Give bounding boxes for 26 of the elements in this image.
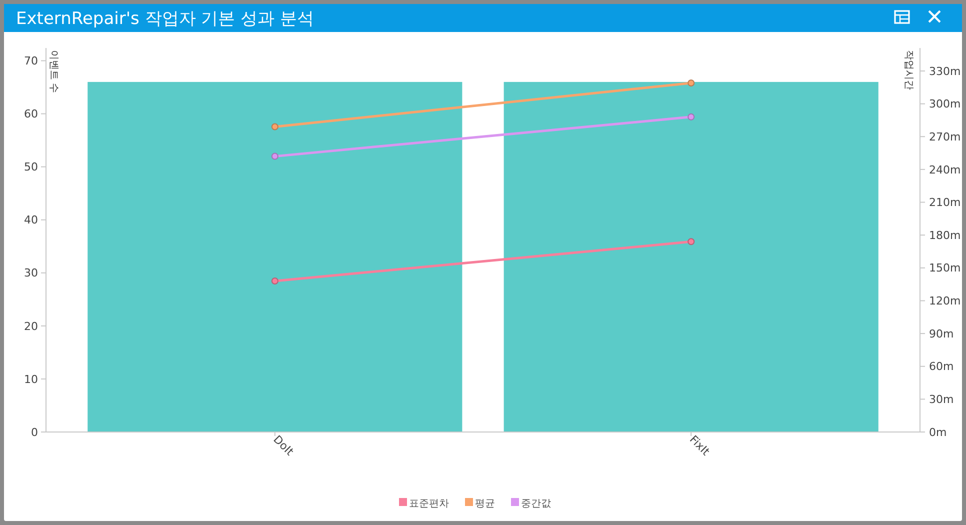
legend-label: 표준편차 (409, 498, 449, 510)
y2-tick-label: 210m (929, 196, 961, 210)
y-tick-label: 60 (24, 108, 38, 121)
y2-tick-label: 150m (929, 262, 961, 275)
y2-tick-label: 270m (929, 130, 961, 144)
y-tick-label: 70 (24, 54, 38, 68)
y-tick-label: 40 (24, 214, 38, 227)
y2-tick-label: 180m (929, 228, 961, 242)
y-tick-label: 0 (31, 426, 38, 439)
y2-tick-label: 240m (929, 163, 961, 176)
y2-tick-label: 300m (929, 98, 961, 111)
y-tick-label: 20 (24, 320, 38, 333)
y-tick-label: 50 (24, 160, 38, 174)
legend-label: 중간값 (521, 498, 551, 510)
y-tick-label: 30 (24, 266, 38, 280)
chart-title: ExternRepair's 작업자 기본 성과 분석 (16, 9, 314, 29)
y2-tick-label: 330m (929, 64, 961, 78)
y-axis-title: 이벤트 수 (48, 50, 59, 94)
y2-tick-label: 0m (929, 426, 947, 439)
y2-tick-label: 60m (929, 360, 954, 374)
y2-tick-label: 120m (929, 294, 961, 308)
y2-axis-title: 작업시간 (903, 50, 914, 90)
y2-tick-label: 90m (929, 327, 954, 340)
y-tick-label: 10 (24, 372, 38, 386)
legend-label: 평균 (475, 498, 495, 510)
y2-tick-label: 30m (929, 393, 954, 406)
